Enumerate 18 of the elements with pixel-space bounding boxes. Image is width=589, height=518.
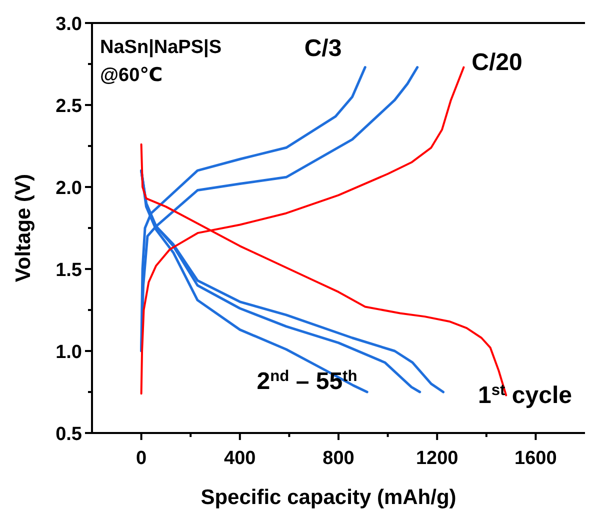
x-axis-title: Specific capacity (mAh/g) (200, 486, 456, 509)
y-tick-label: 0.5 (56, 424, 82, 445)
y-tick-label: 1.5 (56, 260, 82, 281)
y-tick-label: 1.0 (56, 342, 82, 363)
y-tick-label: 3.0 (56, 14, 82, 35)
annotation: NaSn|NaPS|S (100, 37, 222, 58)
annotation: @60℃ (100, 65, 163, 86)
annotation: C/20 (472, 49, 522, 76)
x-tick-label: 1200 (416, 448, 458, 469)
x-tick-label: 800 (322, 448, 354, 469)
annotation: C/3 (304, 35, 342, 62)
annotation: 2$^{nd}$ – 55$^{th}$ (256, 368, 358, 395)
y-axis-title: Voltage (V) (12, 174, 35, 282)
y-tick-label: 2.5 (56, 96, 82, 117)
x-tick-label: 1600 (514, 448, 557, 469)
x-tick-label: 0 (136, 448, 147, 469)
x-tick-label: 400 (224, 448, 256, 469)
y-tick-label: 2.0 (56, 178, 82, 199)
